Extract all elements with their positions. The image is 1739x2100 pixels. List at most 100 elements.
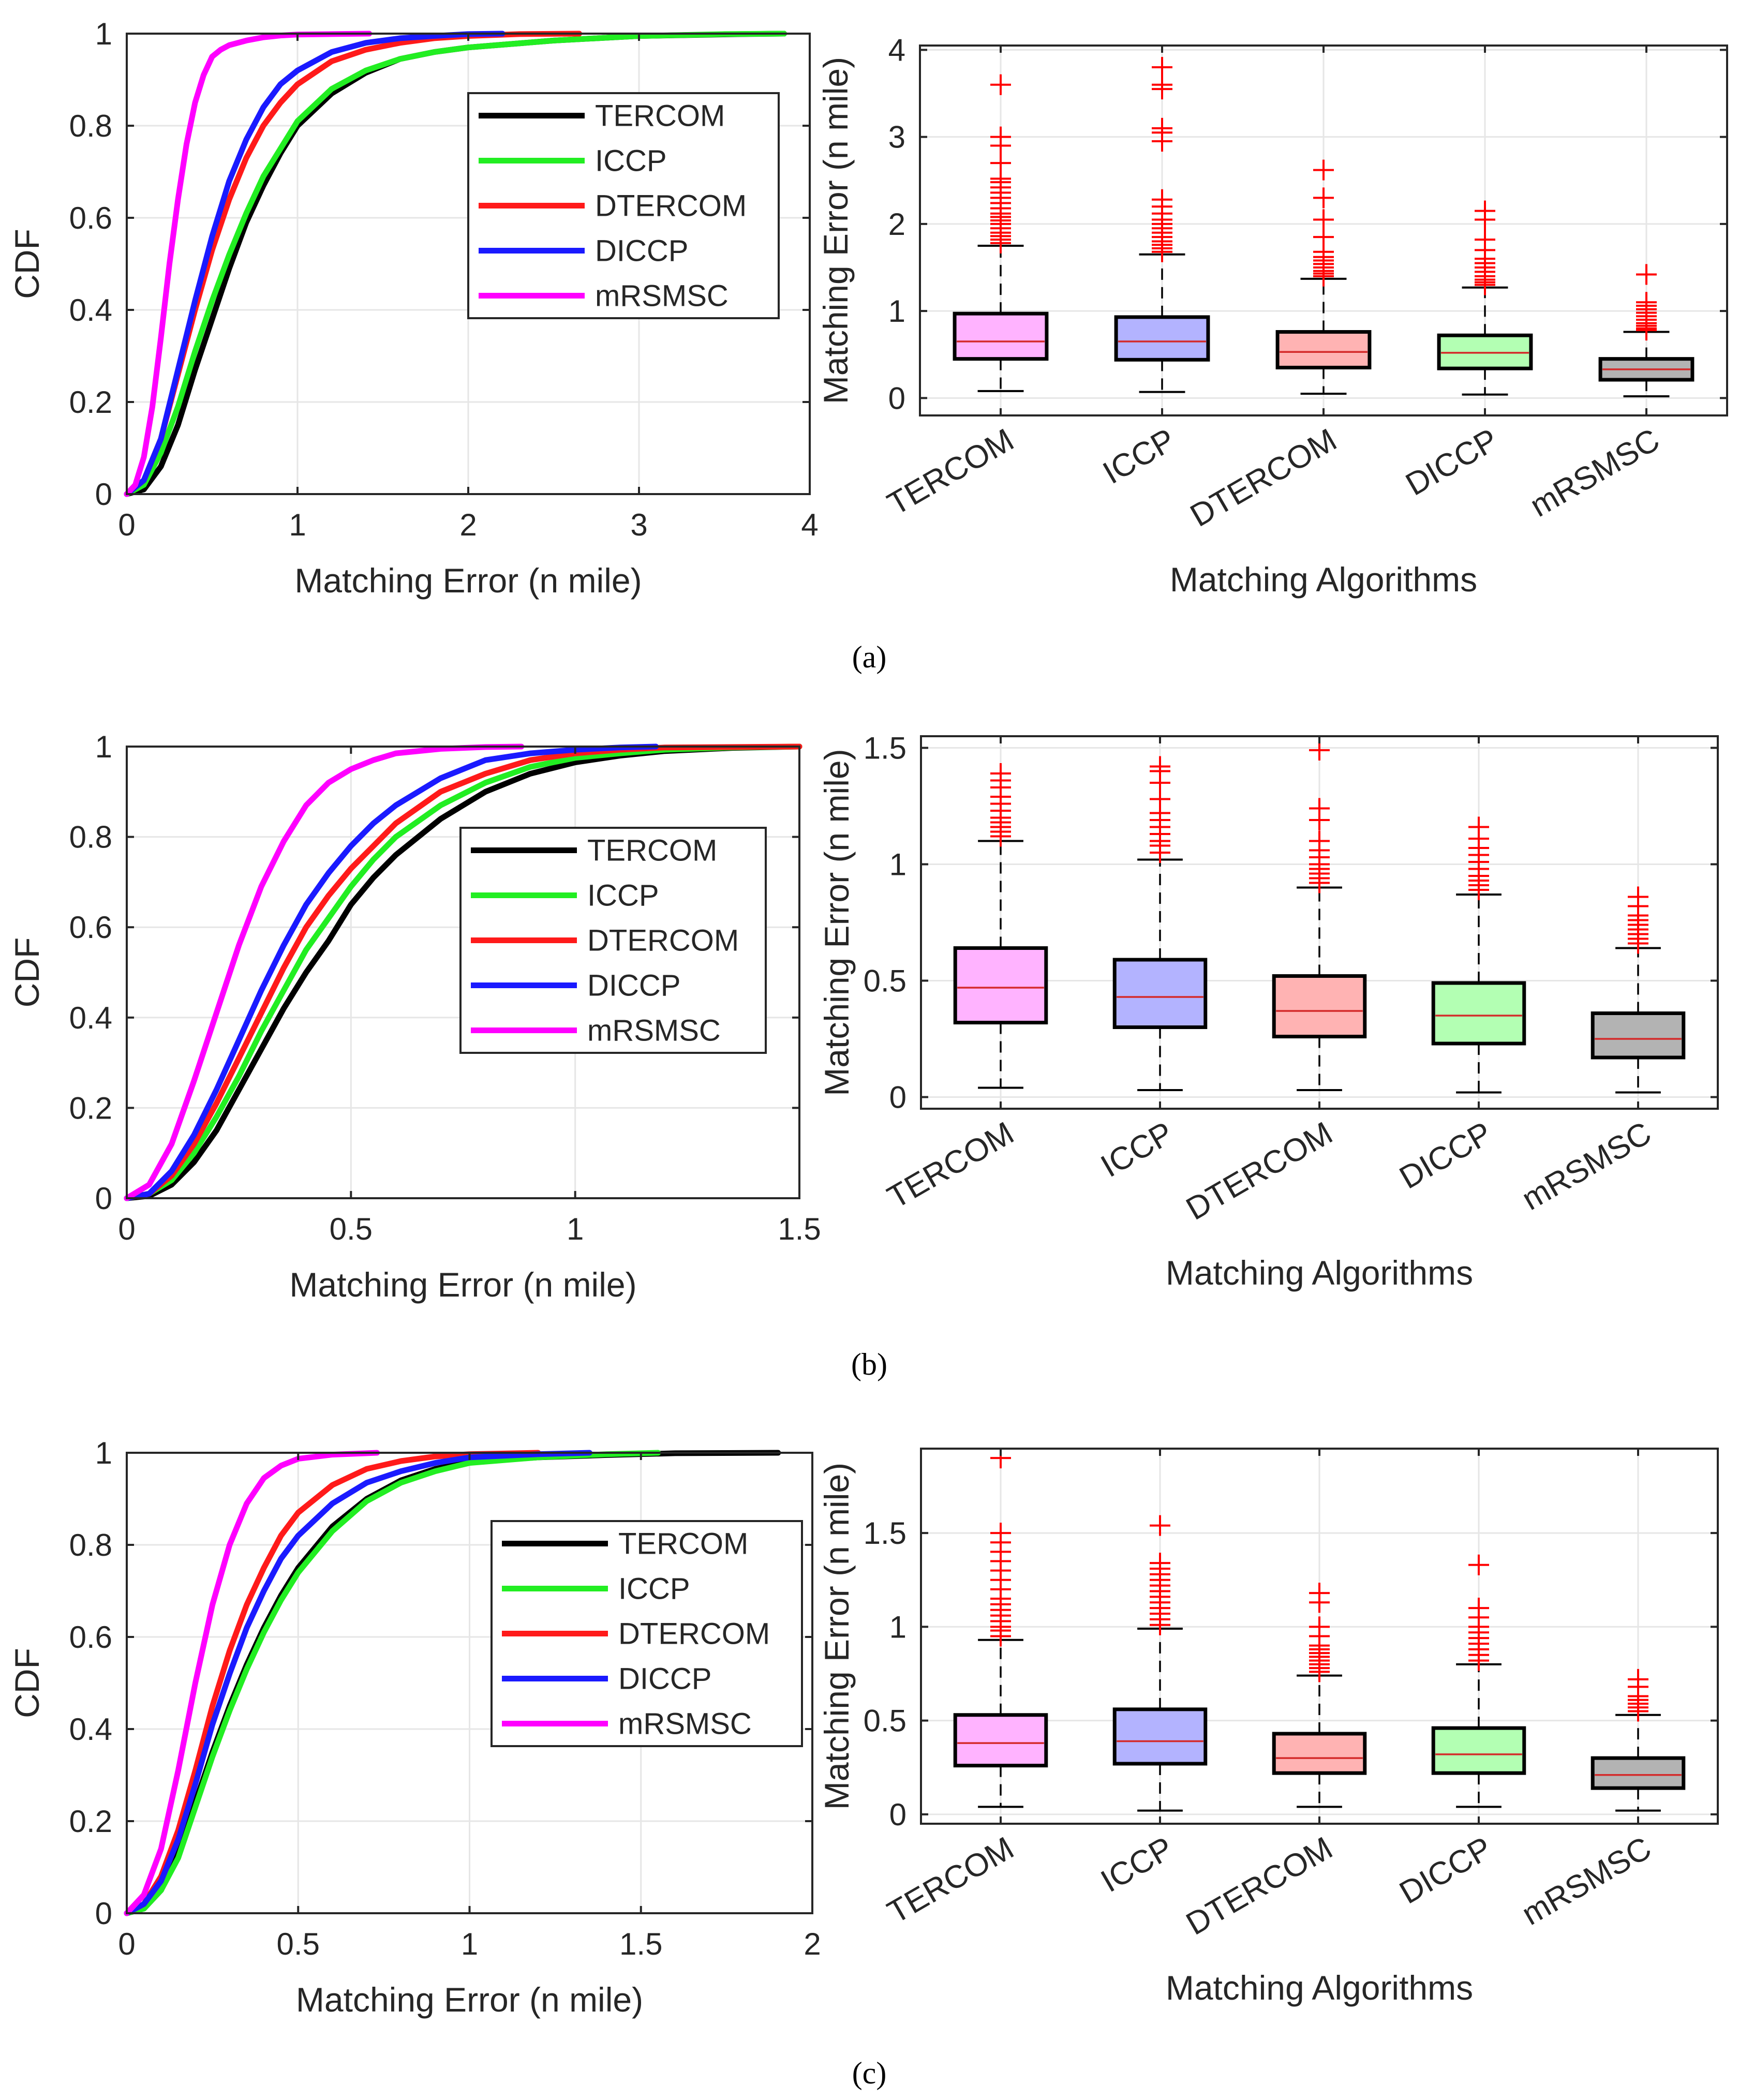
y-tick-label: 1.5 (864, 1516, 906, 1551)
legend-label-mrsmsc: mRSMSC (595, 279, 729, 313)
legend-label-diccp: DICCP (618, 1662, 711, 1696)
box-iqr (1272, 974, 1367, 1038)
outlier-marker (1636, 292, 1657, 313)
legend-label-diccp: DICCP (595, 234, 688, 268)
legend-label-tercom: TERCOM (587, 834, 717, 868)
x-tick-label: 1 (289, 508, 306, 542)
outlier-marker (1150, 1553, 1170, 1574)
x-tick-label: 3 (630, 508, 647, 542)
outlier-marker (1309, 1583, 1330, 1604)
y-axis-label: Matching Error (n mile) (818, 749, 856, 1096)
outlier-marker (1475, 229, 1495, 250)
box-iqr (1591, 1756, 1686, 1790)
outlier-marker (990, 126, 1011, 147)
x-tick-label: 2 (459, 508, 477, 542)
box-iccp (1112, 1515, 1208, 1812)
legend-label-mrsmsc: mRSMSC (618, 1707, 752, 1741)
outlier-marker (1313, 227, 1334, 248)
legend: TERCOM ICCP DTERCOM DICCP mRSMSC (459, 827, 767, 1054)
y-tick-label: 3 (888, 120, 905, 155)
box-dtercom (1272, 740, 1367, 1091)
outlier-marker (990, 763, 1011, 784)
panel-a-cdf-chart: 0 1 2 3 4 0 0.2 0.4 0.6 0.8 1 Matching Error (n mil… (8, 17, 819, 600)
x-axis-label: Matching Error (n mile) (294, 561, 642, 600)
x-axis-label: Matching Algorithms (1166, 1254, 1473, 1292)
cdf-line-mrsmsc (124, 31, 373, 497)
caption-c: (c) (852, 2056, 887, 2090)
box-dtercom (1275, 159, 1372, 395)
box-iqr (1591, 1011, 1686, 1060)
box-iccp (1114, 57, 1210, 393)
y-axis-label: CDF (8, 229, 46, 299)
box-diccp (1431, 816, 1526, 1094)
legend-label-iccp: ICCP (618, 1572, 690, 1606)
outlier-marker (1309, 1616, 1330, 1637)
y-tick-label: 1 (95, 729, 112, 764)
y-tick-label: 0 (889, 1797, 906, 1832)
x-tick-label: 1.5 (778, 1212, 821, 1246)
y-tick-label: 0 (888, 381, 905, 415)
box-tercom (953, 74, 1049, 392)
axes-frame (126, 746, 800, 1199)
outlier-marker (1313, 159, 1334, 181)
y-tick-label: 0.8 (69, 109, 112, 143)
cdf-line-iccp (124, 1450, 661, 1916)
outlier-marker (1636, 264, 1657, 285)
outlier-marker (1468, 1554, 1489, 1575)
cdf-line-iccp (124, 31, 787, 497)
cdf-line-dtercom (124, 1450, 541, 1916)
x-axis-label: Matching Algorithms (1170, 560, 1477, 599)
box-iqr (1431, 1726, 1526, 1775)
cdf-line-dtercom (124, 743, 802, 1201)
outlier-marker (990, 74, 1011, 95)
box-iqr (1112, 958, 1208, 1029)
outlier-marker (1152, 117, 1172, 139)
y-axis-label: CDF (8, 937, 46, 1008)
x-tick-label: 4 (801, 508, 818, 542)
box-iqr (1275, 330, 1372, 369)
cdf-line-iccp (124, 743, 802, 1201)
legend-label-dtercom: DTERCOM (587, 924, 739, 958)
x-tick-label: 1 (567, 1212, 584, 1246)
y-tick-label: 0 (95, 1181, 112, 1216)
legend-label-iccp: ICCP (587, 879, 659, 913)
x-tick-label: 0.5 (277, 1927, 320, 1961)
box-iqr (1114, 315, 1210, 362)
box-tercom (953, 763, 1048, 1089)
x-tick-label: 0 (118, 1927, 135, 1961)
panel-c-cdf-chart: 0 0.5 1 1.5 2 0 0.2 0.4 0.6 0.8 1 Matching Error (n… (8, 1436, 821, 2019)
outlier-marker (1150, 756, 1170, 777)
x-tick-label: 0 (118, 1212, 135, 1246)
y-tick-label: 0 (95, 1896, 112, 1931)
box-iqr (953, 1713, 1048, 1768)
y-axis-label: Matching Error (n mile) (818, 1463, 856, 1810)
cdf-line-mrsmsc (124, 743, 525, 1201)
box-iqr (953, 311, 1049, 361)
y-tick-label: 0.4 (69, 1712, 112, 1747)
cdf-line-tercom (124, 743, 802, 1201)
box-mrsmsc (1591, 1669, 1686, 1812)
outlier-marker (1628, 886, 1648, 907)
y-tick-label: 1 (95, 17, 112, 51)
y-tick-label: 0.4 (69, 1001, 112, 1035)
legend-label-tercom: TERCOM (618, 1527, 748, 1561)
outlier-marker (1152, 189, 1172, 210)
box-iqr (1272, 1732, 1367, 1775)
box-iqr (1112, 1707, 1208, 1766)
y-tick-label: 0.6 (69, 1620, 112, 1655)
y-axis-label: Matching Error (n mile) (816, 57, 855, 404)
outlier-marker (990, 1523, 1011, 1544)
y-tick-label: 1 (888, 294, 905, 329)
legend-label-tercom: TERCOM (595, 99, 725, 133)
x-axis-label: Matching Error (n mile) (296, 1980, 643, 2019)
legend-label-diccp: DICCP (587, 969, 680, 1003)
x-tick-label: 1 (461, 1927, 478, 1961)
cdf-line-diccp (124, 743, 659, 1201)
outlier-marker (1313, 209, 1334, 230)
y-tick-label: 1 (889, 1610, 906, 1644)
box-dtercom (1272, 1583, 1367, 1808)
y-tick-label: 0 (95, 477, 112, 512)
